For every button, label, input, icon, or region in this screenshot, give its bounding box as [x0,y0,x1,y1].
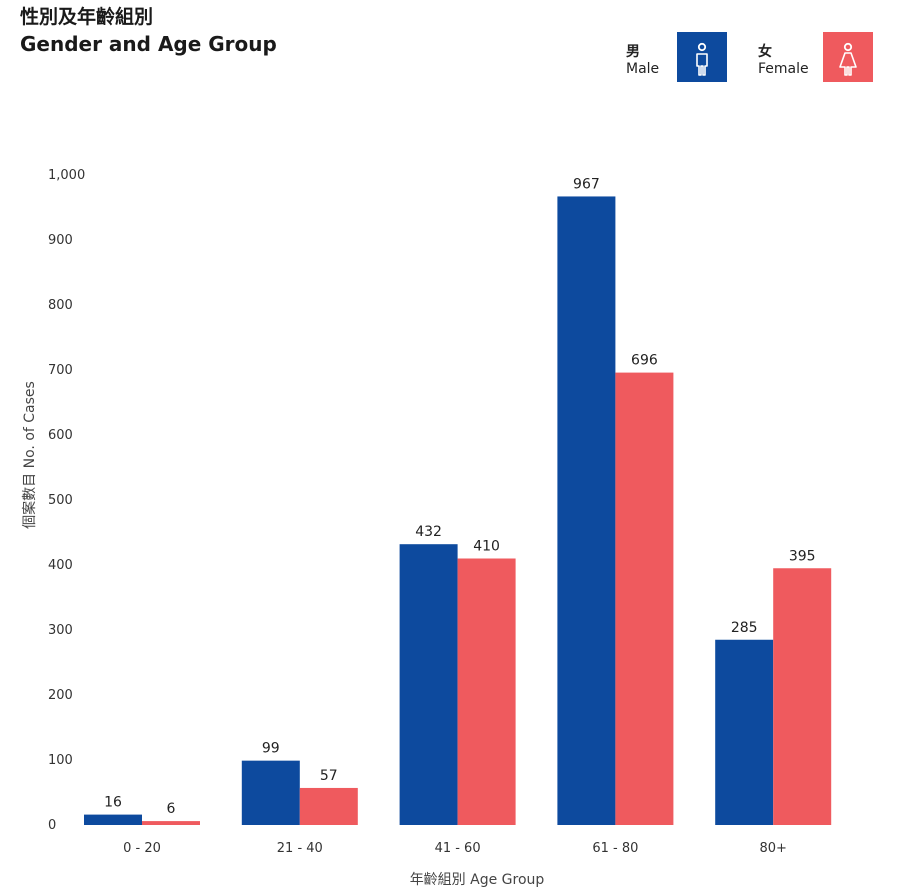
legend-male: 男 Male [626,32,727,82]
data-label: 395 [789,548,816,564]
bar-female [299,787,358,825]
y-tick-label: 800 [48,298,73,313]
y-tick-label: 600 [48,428,73,443]
y-tick-label: 400 [48,558,73,573]
y-tick-label: 700 [48,363,73,378]
legend-female-zh: 女 [758,44,772,60]
data-label: 16 [104,795,122,811]
bar-male [241,760,300,825]
data-label: 432 [415,524,442,540]
x-tick-label: 21 - 40 [277,841,323,856]
data-label: 6 [167,801,176,817]
data-label: 57 [320,768,338,784]
bar-female [457,558,516,825]
y-tick-label: 500 [48,493,73,508]
x-tick-label: 80+ [759,841,786,856]
y-tick-label: 300 [48,623,73,638]
bar-female [615,372,674,825]
data-label: 696 [631,353,658,369]
y-tick-label: 200 [48,688,73,703]
bar-male [557,196,616,825]
data-label: 99 [262,741,280,757]
data-label: 410 [473,539,500,555]
bar-female [773,568,832,825]
legend-female: 女 Female [758,32,878,82]
x-tick-label: 41 - 60 [435,841,481,856]
y-axis-label: 個案數目 No. of Cases [21,381,38,529]
male-person-icon [677,32,727,82]
y-tick-label: 900 [48,233,73,248]
legend-female-en: Female [758,61,809,77]
legend-male-en: Male [626,61,660,77]
chart-title-en: Gender and Age Group [20,32,277,56]
female-person-icon [823,32,873,82]
legend-female-label: 女 Female [758,44,809,78]
bar-male [715,639,774,825]
x-tick-label: 61 - 80 [592,841,638,856]
bar-male [399,544,458,825]
bar-male [84,814,142,825]
y-tick-label: 0 [48,818,56,833]
bar-female [142,821,200,825]
x-tick-label: 0 - 20 [123,841,161,856]
chart-title-zh: 性別及年齡組別 [20,6,154,28]
x-axis-label: 年齡組別 Age Group [410,872,545,888]
data-label: 285 [731,620,758,636]
legend-male-zh: 男 [626,44,640,60]
data-label: 967 [573,176,600,192]
y-tick-label: 100 [48,753,73,768]
y-tick-label: 1,000 [48,168,85,183]
legend-male-label: 男 Male [626,44,659,78]
